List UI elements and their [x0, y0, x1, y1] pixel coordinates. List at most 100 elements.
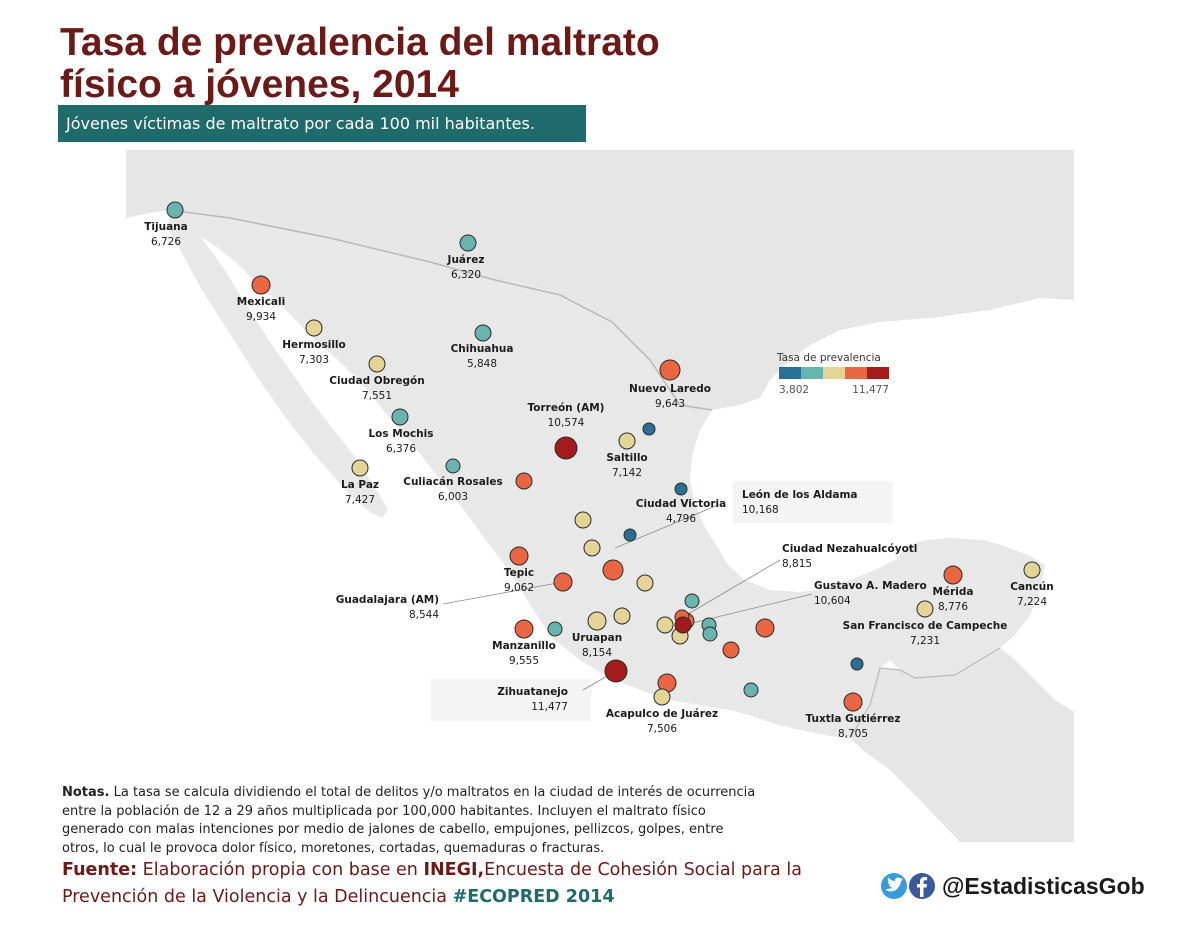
marker-circle[interactable] — [843, 692, 863, 712]
source-text-1: Elaboración propia con base en — [137, 860, 424, 880]
marker-circle[interactable] — [509, 546, 529, 566]
marker-circle[interactable] — [1023, 561, 1041, 579]
marker-circle[interactable] — [553, 572, 573, 592]
marker-circle[interactable] — [445, 458, 461, 474]
marker-circle[interactable] — [659, 359, 681, 381]
marker-circle[interactable] — [702, 626, 718, 642]
marker-circle[interactable] — [554, 436, 578, 460]
city-marker-los-mochis[interactable] — [391, 408, 409, 426]
marker-circle[interactable] — [642, 422, 656, 436]
marker-circle[interactable] — [743, 682, 759, 698]
city-marker-zihuatanejo[interactable] — [604, 659, 628, 683]
city-marker-nuevo-laredo[interactable] — [659, 359, 681, 381]
marker-circle[interactable] — [514, 619, 534, 639]
city-marker-merida[interactable] — [943, 565, 963, 585]
city-name-tepic: Tepic — [504, 567, 534, 579]
marker-circle[interactable] — [755, 618, 775, 638]
city-marker-unlabeled[interactable] — [602, 559, 624, 581]
city-name-ciudad-nezahualcoyotl: Ciudad Nezahualcóyotl — [782, 543, 917, 555]
city-marker-unlabeled[interactable] — [722, 641, 740, 659]
city-marker-tepic[interactable] — [509, 546, 529, 566]
marker-circle[interactable] — [368, 355, 386, 373]
city-marker-acapulco-de-juarez[interactable] — [653, 688, 671, 706]
marker-circle[interactable] — [251, 275, 271, 295]
marker-circle[interactable] — [351, 459, 369, 477]
city-marker-torreon-am[interactable] — [554, 436, 578, 460]
city-marker-uruapan[interactable] — [587, 611, 607, 631]
city-value-cancun: 7,224 — [1017, 596, 1047, 608]
city-marker-unlabeled[interactable] — [684, 593, 700, 609]
city-marker-unlabeled[interactable] — [636, 574, 654, 592]
marker-circle[interactable] — [604, 659, 628, 683]
city-marker-la-paz[interactable] — [351, 459, 369, 477]
marker-circle[interactable] — [636, 574, 654, 592]
social-icons — [881, 873, 935, 899]
city-value-tijuana: 6,726 — [151, 236, 181, 248]
map-svg: Tasa de prevalencia 3,802 11,477 Tijuana… — [126, 150, 1074, 842]
marker-circle[interactable] — [916, 600, 934, 618]
city-name-merida: Mérida — [933, 586, 974, 598]
marker-circle[interactable] — [653, 688, 671, 706]
marker-circle[interactable] — [547, 621, 563, 637]
facebook-icon[interactable] — [909, 873, 935, 899]
city-marker-unlabeled[interactable] — [656, 616, 674, 634]
social-handle[interactable]: @EstadisticasGob — [942, 872, 1145, 899]
city-marker-san-francisco-de-campeche[interactable] — [916, 600, 934, 618]
city-marker-culiacan-rosales[interactable] — [445, 458, 461, 474]
map-panel[interactable]: Tasa de prevalencia 3,802 11,477 Tijuana… — [126, 150, 1074, 842]
marker-circle[interactable] — [166, 201, 184, 219]
marker-circle[interactable] — [656, 616, 674, 634]
marker-circle[interactable] — [613, 607, 631, 625]
marker-circle[interactable] — [305, 319, 323, 337]
city-value-tuxtla-gutierrez: 8,705 — [838, 728, 868, 740]
marker-circle[interactable] — [602, 559, 624, 581]
city-marker-saltillo[interactable] — [618, 432, 636, 450]
city-marker-tuxtla-gutierrez[interactable] — [843, 692, 863, 712]
marker-circle[interactable] — [474, 324, 492, 342]
marker-circle[interactable] — [515, 472, 533, 490]
twitter-icon[interactable] — [881, 873, 907, 899]
marker-circle[interactable] — [674, 482, 688, 496]
marker-circle[interactable] — [391, 408, 409, 426]
city-marker-guadalajara-am[interactable] — [553, 572, 573, 592]
marker-circle[interactable] — [459, 234, 477, 252]
marker-circle[interactable] — [583, 539, 601, 557]
city-marker-tijuana[interactable] — [166, 201, 184, 219]
legend-title: Tasa de prevalencia — [776, 352, 881, 364]
marker-circle[interactable] — [587, 611, 607, 631]
city-name-torreon-am: Torreón (AM) — [528, 402, 605, 414]
city-marker-unlabeled[interactable] — [574, 511, 592, 529]
marker-circle[interactable] — [850, 657, 864, 671]
city-marker-leon-de-los-aldama[interactable] — [515, 472, 533, 490]
city-value-juarez: 6,320 — [451, 269, 481, 281]
leader-line-ciudad-nezahualc-yotl — [682, 559, 781, 618]
city-marker-unlabeled[interactable] — [702, 626, 718, 642]
city-marker-mexicali[interactable] — [251, 275, 271, 295]
marker-circle[interactable] — [722, 641, 740, 659]
city-marker-unlabeled[interactable] — [547, 621, 563, 637]
city-marker-unlabeled[interactable] — [613, 607, 631, 625]
marker-circle[interactable] — [618, 432, 636, 450]
city-marker-hermosillo[interactable] — [305, 319, 323, 337]
city-marker-unlabeled[interactable] — [623, 528, 637, 542]
city-marker-unlabeled[interactable] — [642, 422, 656, 436]
city-marker-chihuahua[interactable] — [474, 324, 492, 342]
city-marker-unlabeled[interactable] — [743, 682, 759, 698]
city-marker-unlabeled[interactable] — [583, 539, 601, 557]
city-marker-unlabeled[interactable] — [850, 657, 864, 671]
marker-circle[interactable] — [674, 616, 692, 634]
marker-circle[interactable] — [574, 511, 592, 529]
city-name-guadalajara-am: Guadalajara (AM) — [336, 594, 439, 606]
city-marker-cancun[interactable] — [1023, 561, 1041, 579]
city-marker-unlabeled[interactable] — [755, 618, 775, 638]
city-marker-gustavo-a-madero[interactable] — [674, 616, 692, 634]
city-value-leon-de-los-aldama: 10,168 — [742, 504, 779, 516]
city-marker-juarez[interactable] — [459, 234, 477, 252]
marker-circle[interactable] — [943, 565, 963, 585]
marker-circle[interactable] — [623, 528, 637, 542]
city-marker-ciudad-victoria[interactable] — [674, 482, 688, 496]
marker-circle[interactable] — [684, 593, 700, 609]
city-markers[interactable] — [166, 201, 1041, 712]
city-marker-ciudad-obregon[interactable] — [368, 355, 386, 373]
city-marker-manzanillo[interactable] — [514, 619, 534, 639]
